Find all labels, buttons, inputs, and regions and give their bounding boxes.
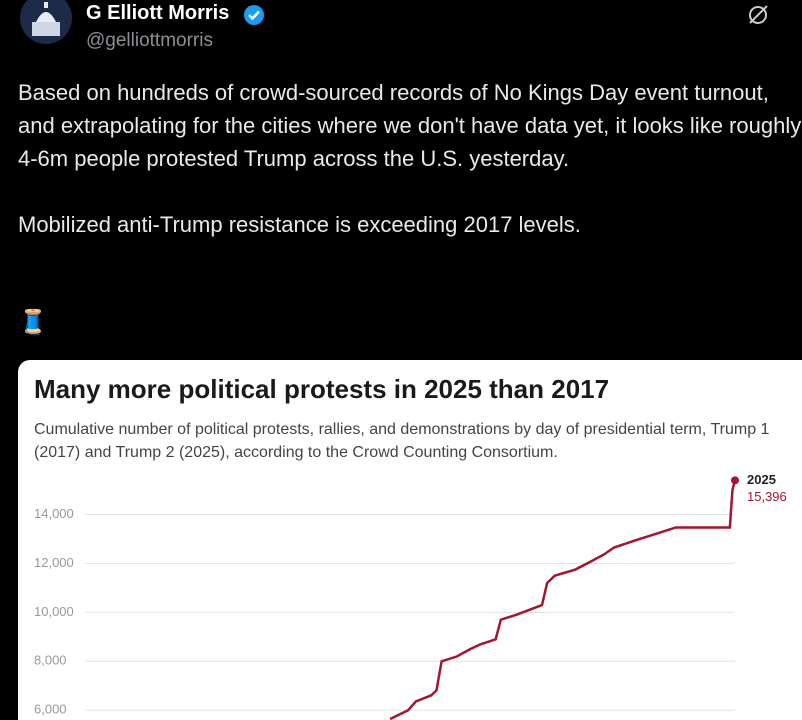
chart: 6,000 8,000 10,000 12,000 14,000 2025 15,396: [34, 472, 787, 720]
chart-subtitle: Cumulative number of political protests,…: [34, 421, 770, 461]
y-tick-label: 10,000: [34, 604, 74, 619]
verified-badge: [244, 5, 264, 25]
user-name[interactable]: G Elliott Morris: [86, 2, 230, 24]
grok-icon[interactable]: [746, 3, 770, 27]
avatar: [20, 0, 72, 44]
y-tick-label: 8,000: [34, 653, 67, 668]
value-label: 15,396: [747, 489, 787, 504]
tweet-text: Based on hundreds of crowd-sourced recor…: [18, 76, 802, 274]
user-handle[interactable]: @gelliottmorris: [86, 30, 213, 51]
y-tick-label: 6,000: [34, 702, 67, 717]
y-tick-label: 14,000: [34, 506, 74, 521]
paragraph: Mobilized anti-Trump resistance is excee…: [18, 212, 581, 237]
legend-label: 2025: [747, 472, 776, 487]
end-point: [731, 476, 739, 485]
y-tick-label: 12,000: [34, 555, 74, 570]
paragraph: Based on hundreds of crowd-sourced recor…: [18, 80, 802, 171]
chart-card[interactable]: 6,000 8,000 10,000 12,000 14,000 2025 15,396 M…: [18, 360, 802, 720]
series-line: [389, 480, 737, 720]
thread-emoji: 🧵: [18, 309, 48, 336]
chart-title: Many more political protests in 2025 tha…: [34, 374, 610, 404]
